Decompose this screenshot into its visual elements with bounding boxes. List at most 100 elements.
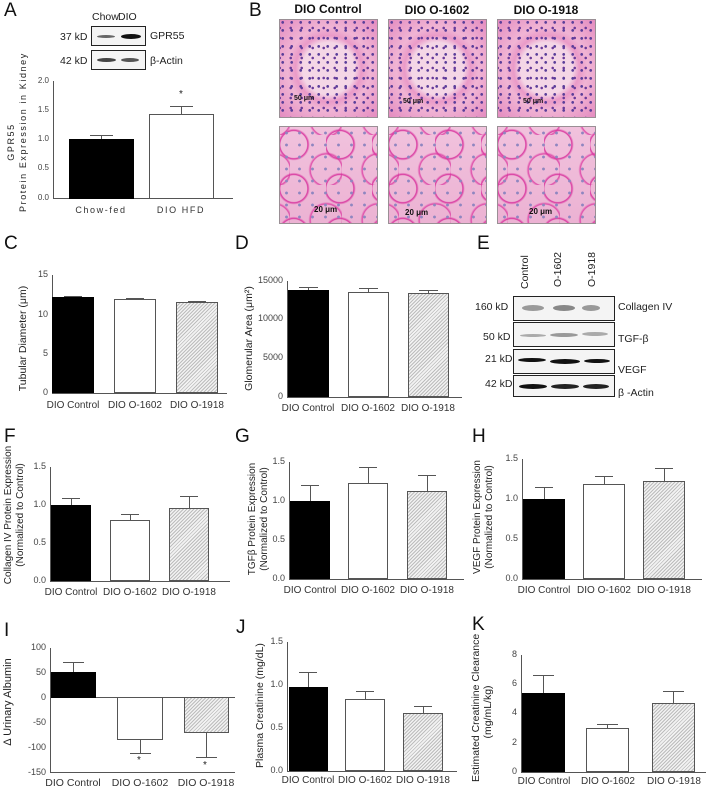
blot-collagen-iv: [513, 296, 615, 321]
ytick: 0: [40, 692, 46, 702]
ytick: 0.5: [272, 534, 285, 544]
bar-dio-o1602: [348, 483, 388, 579]
bar-dio-hfd: [149, 114, 214, 199]
bar-dio-o1602: [586, 728, 629, 772]
x-axis-j: [287, 771, 457, 772]
ytick: 0.5: [270, 722, 283, 732]
x-label: DIO O-1918: [637, 585, 691, 596]
histology-glomerulus-o1602: 50 μm: [388, 19, 487, 118]
y-axis-d: [287, 281, 288, 397]
x-label: DIO O-1602: [341, 585, 395, 596]
bar-dio-o1602: [345, 699, 385, 771]
ytick: 0.0: [505, 573, 518, 583]
ytick: 50: [35, 667, 46, 677]
y-axis-label-g: TGFβ Protein Expression (Normalized to C…: [247, 449, 271, 589]
x-label: DIO Control: [44, 587, 98, 598]
scale-bar-label: 50 μm: [294, 95, 315, 102]
bar-dio-o1918: [643, 481, 685, 579]
ytick: 4: [511, 707, 517, 717]
blot-protein-gpr55: GPR55: [150, 30, 185, 42]
x-label: DIO O-1602: [341, 403, 395, 414]
blot-protein-tgfb: TGF-β: [618, 333, 649, 345]
y-axis-label-c: Tubular Diameter (μm): [17, 285, 29, 392]
scale-bar-label: 20 μm: [529, 207, 553, 216]
panel-label-c: C: [4, 233, 18, 254]
blot-lane-o1918: O-1918: [586, 251, 598, 287]
blot-protein-actin-e: β -Actin: [618, 387, 654, 399]
x-label: DIO Control: [283, 585, 337, 596]
x-label: DIO Control: [45, 777, 101, 789]
blot-actin: [91, 50, 146, 70]
panel-label-i: I: [4, 620, 10, 641]
x-label: DIO Control: [46, 400, 100, 411]
y-axis-i: [50, 648, 51, 772]
y-axis-a: [53, 81, 54, 199]
x-label: DIO Control: [517, 585, 571, 596]
ytick: 15000: [257, 275, 283, 285]
ytick: 0: [511, 766, 517, 776]
y-axis-label-h: VEGF Protein Expression (Normalized to C…: [472, 452, 496, 582]
scale-bar-label: 20 μm: [405, 208, 429, 217]
ytick: 5000: [262, 352, 283, 362]
bar-dio-o1918: [408, 293, 449, 397]
panel-label-d: D: [235, 233, 249, 254]
ytick: 0.0: [33, 575, 46, 585]
y-axis-j: [287, 642, 288, 771]
histology-tubule-o1602: 20 μm: [388, 126, 487, 224]
ytick: 0.5: [33, 537, 46, 547]
ytick: 5: [42, 348, 48, 358]
panel-label-g: G: [235, 426, 250, 447]
blot-gpr55: [91, 26, 146, 46]
x-axis-f: [50, 581, 230, 582]
x-label: DIO Control: [281, 775, 335, 786]
x-axis-k: [521, 772, 706, 773]
x-label: DIO O-1602: [581, 776, 635, 787]
y-axis-label-h-line2: (Normalized to Control): [484, 465, 495, 569]
blot-protein-vegf: VEGF: [618, 364, 647, 376]
blot-protein-actin: β-Actin: [150, 55, 183, 67]
ytick: 1.0: [37, 134, 49, 143]
blot-tgf-beta: [513, 322, 615, 347]
ytick: 0.0: [37, 193, 49, 202]
x-label: DIO O-1918: [170, 400, 224, 411]
ytick: 0.0: [270, 765, 283, 775]
blot-kd-collagen: 160 kD: [475, 301, 509, 313]
panel-label-j: J: [236, 617, 246, 638]
ytick: 0.5: [505, 533, 518, 543]
ytick: 10000: [257, 313, 283, 323]
panel-label-b: B: [249, 0, 262, 21]
significance-star-a: *: [179, 89, 183, 100]
y-axis-f: [50, 467, 51, 581]
bar-dio-o1918: [652, 703, 695, 772]
scale-bar-label: 50 μm: [403, 98, 424, 105]
ytick: 100: [30, 642, 46, 652]
x-axis-a: [53, 198, 233, 199]
x-label: DIO O-1918: [162, 587, 216, 598]
bar-dio-o1602: [110, 520, 150, 581]
histo-title-control: DIO Control: [294, 2, 362, 16]
x-label: DIO O-1602: [111, 777, 169, 789]
histology-glomerulus-control: 50 μm: [279, 19, 378, 118]
bar-dio-o1602: [114, 299, 156, 393]
x-label: DIO Control: [281, 403, 335, 414]
ytick: 1.5: [270, 636, 283, 646]
x-label: DIO O-1918: [401, 403, 455, 414]
scale-bar-label: 50 μm: [523, 98, 544, 105]
ytick: -150: [27, 767, 46, 777]
bar-dio-control: [290, 501, 330, 579]
blot-lane-dio: DIO: [118, 11, 137, 23]
y-axis-label-j: Plasma Creatinine (mg/dL): [254, 643, 266, 768]
blot-kd-vegf: 21 kD: [485, 353, 513, 365]
ytick: 1.0: [270, 679, 283, 689]
blot-vegf: [513, 349, 615, 374]
ytick: 6: [511, 678, 517, 688]
x-axis-h: [522, 579, 702, 580]
panel-label-e: E: [477, 233, 490, 254]
panel-label-k: K: [472, 614, 485, 635]
x-label: DIO O-1918: [396, 775, 450, 786]
blot-kd-actin: 42 kD: [60, 55, 88, 67]
blot-kd-gpr55: 37 kD: [60, 31, 88, 43]
blot-beta-actin: [513, 375, 615, 397]
significance-star-o1918: *: [203, 760, 207, 771]
blot-lane-o1602: O-1602: [552, 251, 564, 287]
